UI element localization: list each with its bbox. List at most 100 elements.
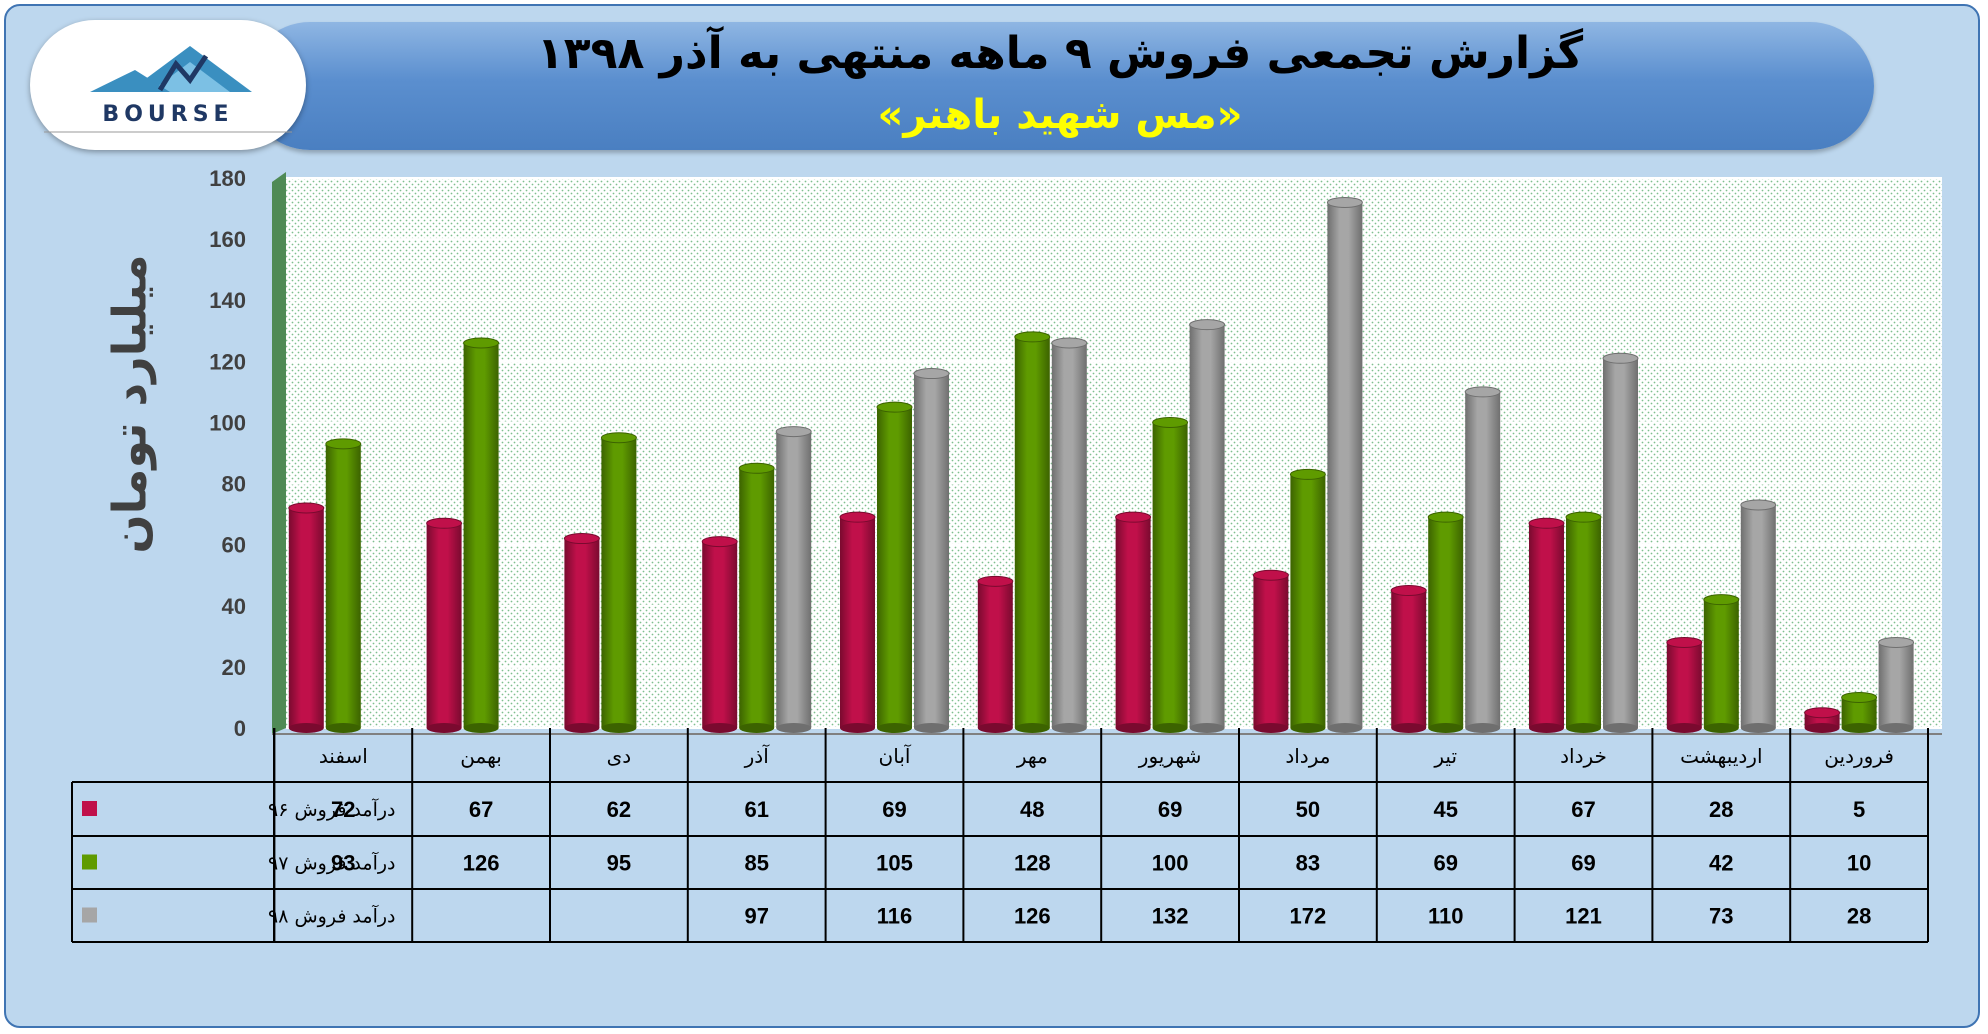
data-cell: 62 xyxy=(607,797,631,822)
y-tick-label: 120 xyxy=(209,349,246,374)
data-cell: 110 xyxy=(1428,904,1464,929)
bar-body xyxy=(426,523,462,728)
bar-2 xyxy=(1289,468,1326,733)
x-category-label: مهر xyxy=(1016,744,1048,768)
x-category-label: تیر xyxy=(1433,744,1457,768)
bar-base xyxy=(1290,723,1326,733)
data-cell: 100 xyxy=(1152,851,1189,876)
data-cell: 48 xyxy=(1020,797,1044,822)
bar-cap xyxy=(600,432,637,444)
data-cell: 73 xyxy=(1709,904,1733,929)
bar-body xyxy=(325,443,361,728)
legend-label: درآمد فروش ۹۷ xyxy=(268,851,396,875)
bar-body xyxy=(1152,422,1188,728)
bar-base xyxy=(463,723,499,733)
legend-swatch xyxy=(82,801,97,816)
bar-base xyxy=(288,723,324,733)
chart-title: گزارش تجمعی فروش ۹ ماهه منتهی به آذر ۱۳۹… xyxy=(536,28,1584,79)
bar-3 xyxy=(775,426,812,733)
bar-body xyxy=(914,373,949,728)
bar-base xyxy=(601,723,637,733)
bar-body xyxy=(1290,474,1326,728)
y-tick-label: 160 xyxy=(209,227,246,252)
bar-body xyxy=(1253,575,1289,728)
bar-1 xyxy=(1804,707,1841,733)
bar-base xyxy=(776,723,812,733)
bar-cap xyxy=(738,462,775,474)
data-cell: 42 xyxy=(1709,851,1733,876)
bar-3 xyxy=(1464,386,1501,733)
data-cell: 5 xyxy=(1853,797,1865,822)
bar-cap xyxy=(1464,386,1501,398)
bar-3 xyxy=(1740,499,1777,733)
bar-base xyxy=(840,723,875,733)
y-tick-label: 40 xyxy=(222,594,246,619)
bar-body xyxy=(1740,504,1776,728)
bar-body xyxy=(1566,517,1601,728)
data-cell: 132 xyxy=(1152,904,1189,929)
data-cell: 69 xyxy=(1158,797,1182,822)
bar-1 xyxy=(1390,585,1427,733)
bar-base xyxy=(1566,723,1601,733)
bar-body xyxy=(977,581,1013,728)
bar-2 xyxy=(1703,594,1740,733)
bar-cap xyxy=(1427,511,1464,523)
bar-body xyxy=(776,431,812,728)
data-cell: 72 xyxy=(331,797,355,822)
data-cell: 83 xyxy=(1296,851,1320,876)
bar-2 xyxy=(876,401,913,733)
data-cell: 67 xyxy=(1571,797,1595,822)
bar-base xyxy=(1051,723,1087,733)
bar-cap xyxy=(1390,585,1427,596)
x-category-label: دی xyxy=(607,744,632,768)
bar-base xyxy=(1703,723,1739,733)
x-category-label: اسفند xyxy=(319,744,368,768)
data-cell: 93 xyxy=(331,851,355,876)
bar-base xyxy=(1603,723,1638,733)
bar-body xyxy=(1391,590,1427,728)
bar-body xyxy=(1465,391,1501,728)
bar-base xyxy=(1152,723,1188,733)
bar-1 xyxy=(701,536,738,733)
bar-base xyxy=(1878,723,1914,733)
bar-3 xyxy=(1189,319,1226,733)
bar-cap xyxy=(1565,511,1602,523)
data-cell: 28 xyxy=(1709,797,1733,822)
data-cell: 50 xyxy=(1296,797,1320,822)
x-category-label: مرداد xyxy=(1285,744,1330,768)
data-cell: 69 xyxy=(1571,851,1595,876)
bar-body xyxy=(601,437,637,728)
y-tick-label: 20 xyxy=(222,655,246,680)
bar-cap xyxy=(876,401,913,413)
bar-body xyxy=(877,407,912,728)
x-category-label: اردیبهشت xyxy=(1680,744,1762,768)
bar-1 xyxy=(288,502,325,733)
bar-body xyxy=(1014,336,1050,728)
bar-cap xyxy=(1804,707,1841,719)
title-banner: گزارش تجمعی فروش ۹ ماهه منتهی به آذر ۱۳۹… xyxy=(246,22,1874,150)
bar-base xyxy=(1189,723,1225,733)
bar-body xyxy=(1327,202,1363,728)
bar-body xyxy=(739,468,775,728)
bar-2 xyxy=(463,337,500,733)
bar-2 xyxy=(738,462,775,733)
data-cell: 126 xyxy=(1014,904,1051,929)
y-tick-label: 140 xyxy=(209,288,246,313)
bar-cap xyxy=(1152,416,1189,428)
bourse-logo: BOURSE xyxy=(30,20,306,150)
data-cell: 45 xyxy=(1433,797,1457,822)
bar-2 xyxy=(1565,511,1602,733)
bar-cap xyxy=(1841,691,1878,703)
bar-1 xyxy=(1528,517,1565,733)
bar-cap xyxy=(426,517,463,529)
y-tick-label: 100 xyxy=(209,410,246,435)
bar-cap xyxy=(563,533,600,545)
bar-cap xyxy=(325,438,362,450)
data-cell: 126 xyxy=(463,851,500,876)
bar-cap xyxy=(701,536,738,548)
bar-cap xyxy=(1326,196,1363,208)
bar-cap xyxy=(463,337,500,349)
bar-3 xyxy=(1051,337,1088,733)
bar-1 xyxy=(563,533,600,733)
bar-base xyxy=(1666,723,1702,733)
